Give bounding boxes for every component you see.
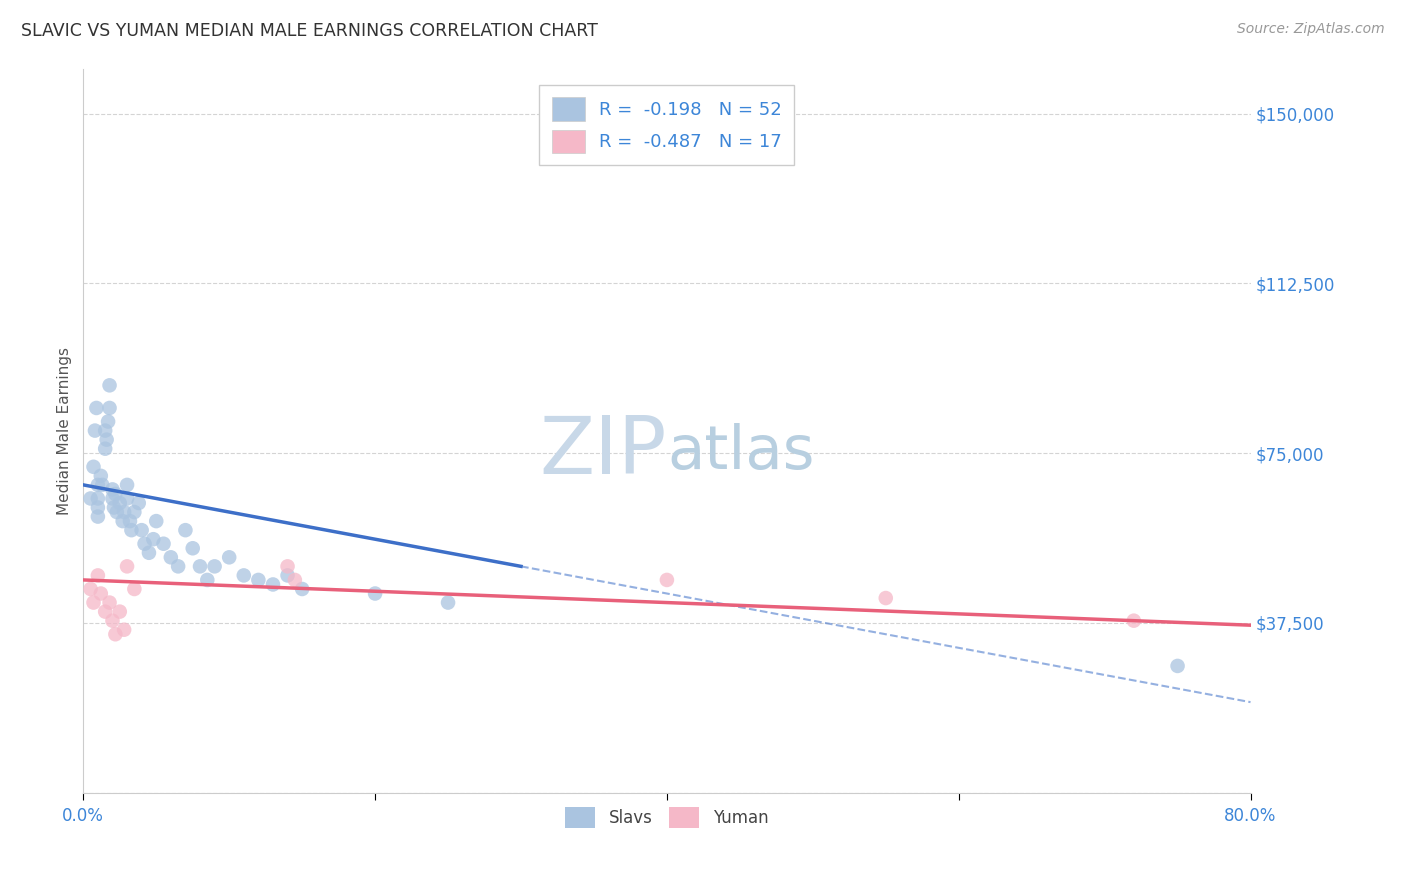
- Point: [181, 541, 204, 556]
- Point: [875, 591, 897, 605]
- Point: [232, 568, 254, 582]
- Point: [94, 605, 117, 619]
- Point: [90, 468, 112, 483]
- Point: [104, 627, 127, 641]
- Point: [104, 487, 127, 501]
- Y-axis label: Median Male Earnings: Median Male Earnings: [58, 347, 72, 515]
- Point: [291, 582, 314, 596]
- Text: ZIP: ZIP: [540, 413, 666, 491]
- Point: [101, 483, 124, 497]
- Point: [1122, 614, 1144, 628]
- Point: [98, 378, 121, 392]
- Point: [105, 505, 128, 519]
- Point: [174, 523, 197, 537]
- Point: [98, 401, 121, 415]
- Point: [1167, 659, 1189, 673]
- Point: [90, 586, 112, 600]
- Point: [262, 577, 284, 591]
- Point: [124, 582, 146, 596]
- Legend: Slavs, Yuman: Slavs, Yuman: [558, 800, 775, 835]
- Point: [84, 424, 107, 438]
- Point: [655, 573, 678, 587]
- Point: [108, 605, 131, 619]
- Point: [94, 424, 117, 438]
- Point: [94, 442, 117, 456]
- Point: [83, 459, 105, 474]
- Point: [87, 491, 110, 506]
- Point: [160, 550, 183, 565]
- Point: [96, 433, 118, 447]
- Point: [103, 500, 125, 515]
- Point: [247, 573, 270, 587]
- Point: [134, 537, 156, 551]
- Point: [91, 478, 114, 492]
- Point: [437, 596, 460, 610]
- Point: [120, 523, 142, 537]
- Point: [118, 514, 141, 528]
- Text: atlas: atlas: [666, 423, 814, 482]
- Point: [87, 509, 110, 524]
- Point: [97, 415, 120, 429]
- Point: [195, 573, 218, 587]
- Point: [124, 505, 146, 519]
- Point: [115, 491, 138, 506]
- Point: [87, 568, 110, 582]
- Point: [128, 496, 150, 510]
- Point: [115, 559, 138, 574]
- Point: [364, 586, 387, 600]
- Point: [277, 559, 299, 574]
- Point: [204, 559, 226, 574]
- Point: [101, 614, 124, 628]
- Text: Source: ZipAtlas.com: Source: ZipAtlas.com: [1237, 22, 1385, 37]
- Point: [284, 573, 307, 587]
- Point: [86, 401, 108, 415]
- Point: [112, 505, 135, 519]
- Point: [188, 559, 211, 574]
- Point: [112, 623, 135, 637]
- Point: [152, 537, 174, 551]
- Point: [79, 582, 101, 596]
- Point: [87, 500, 110, 515]
- Point: [218, 550, 240, 565]
- Point: [83, 596, 105, 610]
- Point: [101, 491, 124, 506]
- Point: [138, 546, 160, 560]
- Text: SLAVIC VS YUMAN MEDIAN MALE EARNINGS CORRELATION CHART: SLAVIC VS YUMAN MEDIAN MALE EARNINGS COR…: [21, 22, 598, 40]
- Point: [115, 478, 138, 492]
- Point: [145, 514, 167, 528]
- Point: [167, 559, 190, 574]
- Point: [131, 523, 153, 537]
- Point: [98, 596, 121, 610]
- Point: [277, 568, 299, 582]
- Point: [142, 532, 165, 546]
- Point: [79, 491, 101, 506]
- Point: [108, 496, 131, 510]
- Point: [87, 478, 110, 492]
- Point: [111, 514, 134, 528]
